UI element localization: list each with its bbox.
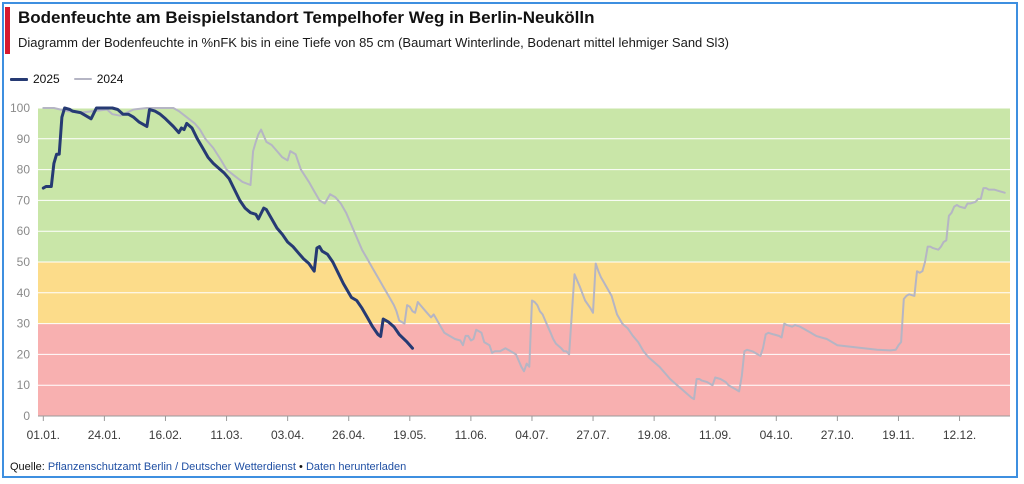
y-tick-label: 0 (23, 409, 30, 423)
y-tick-label: 90 (17, 132, 31, 146)
legend: 2025 2024 (10, 71, 137, 87)
x-tick-label: 04.10. (760, 428, 793, 442)
x-tick-label: 04.07. (515, 428, 548, 442)
x-tick-label: 03.04. (271, 428, 304, 442)
y-tick-label: 80 (17, 163, 31, 177)
x-tick-label: 16.02. (149, 428, 182, 442)
chart-title: Bodenfeuchte am Beispielstandort Tempelh… (18, 8, 595, 27)
x-tick-label: 26.04. (332, 428, 365, 442)
source-line: Quelle: Pflanzenschutzamt Berlin / Deuts… (10, 461, 406, 473)
x-tick-label: 01.01. (27, 428, 60, 442)
x-tick-label: 27.07. (576, 428, 609, 442)
source-label: Quelle: (10, 461, 45, 473)
legend-label-2025: 2025 (33, 72, 60, 86)
x-tick-label: 11.06. (455, 428, 487, 442)
y-tick-label: 20 (17, 347, 31, 361)
x-tick-label: 19.05. (393, 428, 426, 442)
legend-item-2024[interactable]: 2024 (73, 72, 124, 86)
series-line-2024 (42, 107, 1006, 401)
legend-item-2025[interactable]: 2025 (10, 72, 60, 86)
x-tick-label: 12.12. (943, 428, 976, 442)
download-data-link[interactable]: Daten herunterladen (305, 461, 407, 473)
x-tick-label: 19.11. (882, 428, 914, 442)
series-line-2025 (41, 106, 414, 350)
y-tick-label: 10 (17, 378, 31, 392)
legend-label-2024: 2024 (96, 72, 124, 86)
source-link[interactable]: Pflanzenschutzamt Berlin / Deutscher Wet… (47, 461, 296, 473)
y-tick-label: 50 (17, 255, 31, 269)
x-tick-label: 11.03. (210, 428, 242, 442)
legend-swatch-2024 (73, 78, 92, 80)
x-tick-label: 11.09. (699, 428, 731, 442)
source-separator: • (299, 461, 303, 473)
x-tick-label: 19.08. (637, 428, 670, 442)
y-tick-label: 60 (17, 224, 31, 238)
x-tick-label: 24.01. (88, 428, 121, 442)
chart-subtitle: Diagramm der Bodenfeuchte in %nFK bis in… (18, 35, 730, 50)
y-tick-label: 30 (17, 317, 31, 331)
y-tick-label: 100 (10, 101, 30, 115)
y-tick-label: 70 (17, 193, 31, 207)
x-tick-label: 27.10. (821, 428, 854, 442)
title-accent-bar (5, 7, 10, 54)
band-50-100 (38, 108, 1010, 262)
legend-swatch-2025 (10, 77, 28, 81)
y-tick-label: 40 (17, 286, 31, 300)
